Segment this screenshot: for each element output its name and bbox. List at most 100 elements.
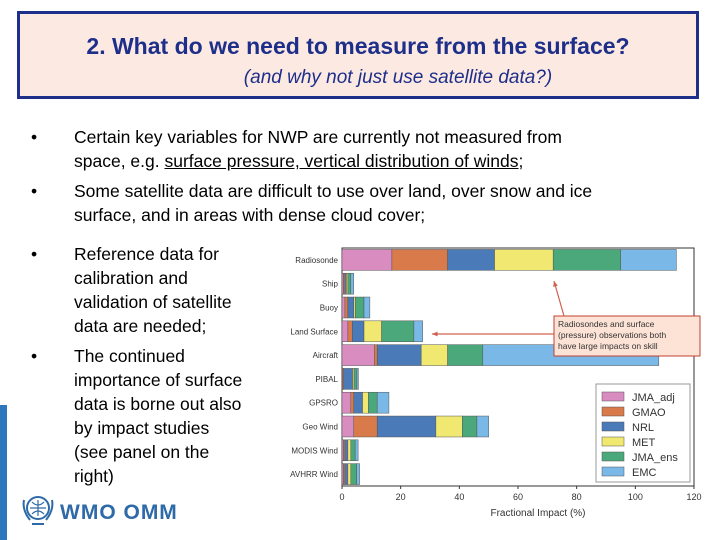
annotation-arrowhead <box>553 281 558 287</box>
legend-swatch <box>601 436 625 447</box>
bar-segment <box>447 249 495 271</box>
category-label: GPSRO <box>309 399 338 408</box>
annotation-text: (pressure) observations both <box>558 330 666 340</box>
bar-segment <box>347 439 352 462</box>
bullet-3-line: calibration and <box>74 268 188 288</box>
bar-segment <box>476 415 489 438</box>
annotation-arrowhead <box>432 331 438 337</box>
category-label: Aircraft <box>313 351 339 360</box>
bar-segment <box>494 249 554 271</box>
bar-segment <box>353 368 358 390</box>
bullet-4-line: right) <box>74 466 114 486</box>
legend-label: JMA_ens <box>632 452 678 464</box>
bar-segment <box>376 344 422 366</box>
bullet-1-underlined: surface pressure, vertical distribution … <box>164 151 519 171</box>
bar-segment <box>356 368 359 390</box>
bar-segment <box>341 296 346 319</box>
bullet-4-line: The continued <box>74 346 185 366</box>
legend-swatch <box>601 466 625 477</box>
bullet-marker: • <box>31 244 38 264</box>
category-label: Radiosonde <box>295 256 338 265</box>
bar-segment <box>381 320 415 343</box>
annotation-text: Radiosondes and surface <box>558 319 655 329</box>
legend-swatch <box>601 406 625 417</box>
category-label: MODIS Wind <box>291 446 338 455</box>
bar-segment <box>620 249 677 271</box>
bar-segment <box>363 320 382 343</box>
legend-label: JMA_adj <box>632 392 675 404</box>
wmo-emblem-icon <box>22 496 54 525</box>
wmo-logo-text: WMO OMM <box>60 501 178 524</box>
category-label: Buoy <box>320 304 338 313</box>
bar-segment <box>447 344 484 366</box>
bullet-marker: • <box>31 181 38 201</box>
bar-segment <box>363 296 371 319</box>
x-tick-label: 100 <box>628 492 643 502</box>
bar-segment <box>362 391 369 414</box>
bar-segment <box>347 463 352 485</box>
bar-segment <box>374 344 378 366</box>
annotation-box <box>553 315 701 357</box>
bar-segment <box>353 415 378 438</box>
bar-segment <box>350 439 356 462</box>
bar-segment <box>435 415 463 438</box>
bullet-marker: • <box>31 346 38 366</box>
bar-segment <box>347 272 352 295</box>
legend-label: NRL <box>632 422 654 434</box>
bar-segment <box>462 415 478 438</box>
bar-segment <box>376 391 390 414</box>
bar-segment <box>350 272 354 295</box>
bar-segment <box>343 368 353 390</box>
slide-subtitle: (and why not just use satellite data?) <box>243 67 553 88</box>
legend-swatch <box>601 451 625 462</box>
bullet-3-line: data are needed; <box>74 316 207 336</box>
x-tick-label: 80 <box>572 492 582 502</box>
bullet-3-line: validation of satellite <box>74 292 232 312</box>
bar-segment <box>420 344 448 366</box>
bar-segment <box>350 391 354 414</box>
bullet-4-line: by impact studies <box>74 418 210 438</box>
category-label: Ship <box>322 280 339 289</box>
bullet-4-line: data is borne out also <box>74 394 242 414</box>
bullet-1-text: Certain key variables for NWP are curren… <box>74 125 562 173</box>
bar-segment <box>350 463 357 485</box>
bar-segment <box>341 415 354 438</box>
bullet-1-line-1: Certain key variables for NWP are curren… <box>74 127 562 147</box>
bar-segment <box>353 391 363 414</box>
bar-segment <box>413 320 423 343</box>
category-label: Geo Wind <box>302 423 338 432</box>
bar-segment <box>347 296 354 319</box>
bar-segment <box>341 344 375 366</box>
x-tick-label: 40 <box>454 492 464 502</box>
bullet-1: • Certain key variables for NWP are curr… <box>31 125 711 173</box>
bullet-3-text: Reference data for calibration and valid… <box>74 242 232 338</box>
bar-segment <box>341 320 349 343</box>
bullet-1-pre: space, e.g. <box>74 151 165 171</box>
bullet-4-line: (see panel on the <box>74 442 210 462</box>
legend-label: MET <box>632 437 656 449</box>
annotation-text: have large impacts on skill <box>558 341 658 351</box>
legend-label: GMAO <box>632 407 666 419</box>
category-label: Land Surface <box>290 327 338 336</box>
decorative-stripe <box>0 405 7 540</box>
annotation-arrow <box>553 280 565 317</box>
bar-segment <box>354 296 365 319</box>
x-tick-label: 60 <box>513 492 523 502</box>
bar-segment <box>391 249 448 271</box>
bullet-4-line: importance of surface <box>74 370 243 390</box>
legend-swatch <box>601 421 625 432</box>
bullet-2-line-2: surface, and in areas with dense cloud c… <box>74 205 426 225</box>
bullet-4: • The continued importance of surface da… <box>31 344 271 488</box>
legend-label: EMC <box>632 467 657 479</box>
bullet-3-line: Reference data for <box>74 244 219 264</box>
bar-segment <box>352 320 365 343</box>
title-box: 2. What do we need to measure from the s… <box>17 11 699 99</box>
bar-segment <box>344 296 349 319</box>
bar-segment <box>368 391 378 414</box>
bullet-4-text: The continued importance of surface data… <box>74 344 242 488</box>
bar-segment <box>344 439 349 462</box>
impact-chart: Radiosonde Ship Buoy Land Surface Aircraft PI… <box>290 247 702 519</box>
x-tick-label: 0 <box>339 492 344 502</box>
bullet-1-line-2: space, e.g. surface pressure, vertical d… <box>74 149 562 173</box>
x-tick-label: 120 <box>686 492 701 502</box>
